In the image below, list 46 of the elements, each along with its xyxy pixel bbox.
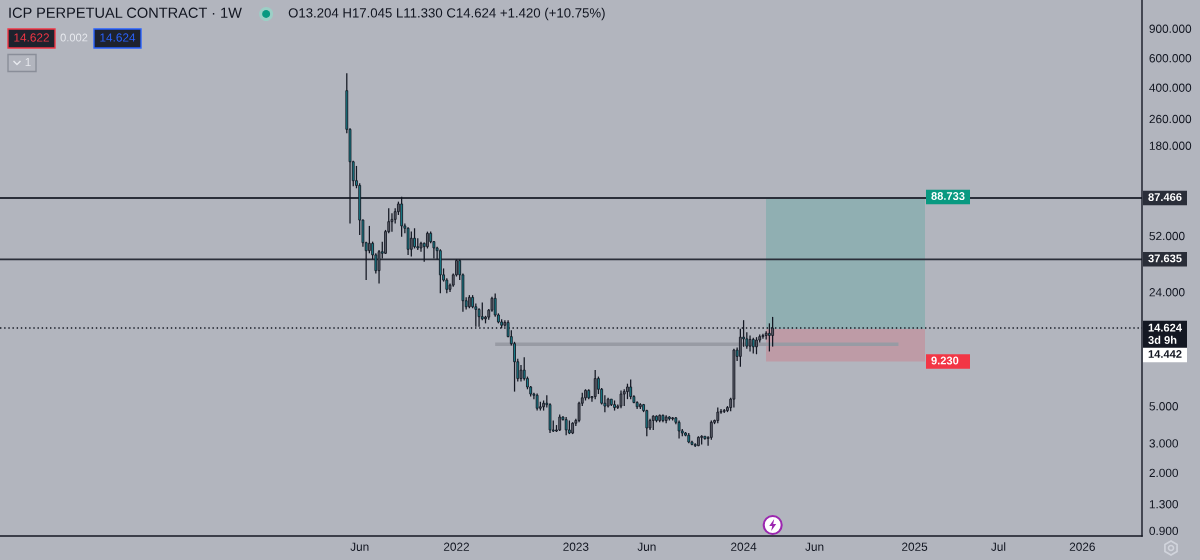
y-tick-label: 24.000 — [1149, 288, 1185, 297]
ref-line-label: 14.624 3d 9h — [1148, 323, 1182, 344]
x-tick-label: 2023 — [563, 542, 589, 551]
ref-line-label: 87.466 — [1148, 193, 1182, 201]
candlestick — [655, 414, 658, 423]
y-tick-label: 2.000 — [1149, 468, 1179, 478]
band-label: 88.733 — [931, 192, 965, 200]
band-label: 9.230 — [931, 356, 959, 365]
candlestick — [390, 212, 394, 233]
y-tick-label: 900.000 — [1149, 24, 1192, 33]
y-tick-label: 1.300 — [1149, 500, 1179, 509]
chart-title: ICP PERPETUAL CONTRACT · 1W — [9, 7, 242, 18]
candlestick — [409, 230, 413, 258]
candlestick — [761, 333, 765, 340]
candlestick — [697, 435, 700, 447]
y-tick-label: 180.000 — [1149, 141, 1192, 150]
x-tick-label: 2025 — [902, 542, 928, 551]
candlestick — [400, 196, 404, 238]
candlestick — [613, 399, 616, 412]
candlestick — [593, 369, 597, 400]
x-tick-label: 2024 — [731, 542, 757, 551]
annotation: O13.204 H17.045 L11.330 C14.624 +1.420 (+10.75%) — [288, 7, 605, 21]
x-tick-label: Jun — [637, 542, 656, 551]
ref-line-label: 37.635 — [1148, 254, 1182, 263]
x-tick-label: 2022 — [443, 542, 470, 551]
candlestick — [406, 226, 410, 256]
candlestick — [584, 388, 587, 402]
y-tick-label: 0.900 — [1149, 526, 1179, 536]
x-tick-label: 2026 — [1069, 542, 1095, 551]
candlestick — [755, 336, 758, 355]
text: 14.442 — [1148, 350, 1182, 358]
candlestick — [542, 399, 545, 412]
y-tick-label: 52.000 — [1149, 231, 1185, 241]
y-tick-label: 400.000 — [1149, 83, 1192, 92]
candlestick — [413, 227, 416, 250]
y-tick-label: 5.000 — [1149, 402, 1179, 411]
candlestick — [367, 225, 371, 254]
candlestick — [629, 378, 633, 400]
y-tick-label: 3.000 — [1149, 439, 1179, 448]
annotation: 14.622 — [14, 33, 49, 42]
y-tick-label: 260.000 — [1149, 114, 1192, 124]
y-tick-label: 600.000 — [1149, 54, 1192, 63]
annotation: 14.624 — [100, 33, 136, 42]
x-tick-label: Jun — [805, 542, 824, 551]
x-tick-label: Jul — [991, 542, 1006, 551]
x-tick-label: Jun — [350, 542, 369, 551]
